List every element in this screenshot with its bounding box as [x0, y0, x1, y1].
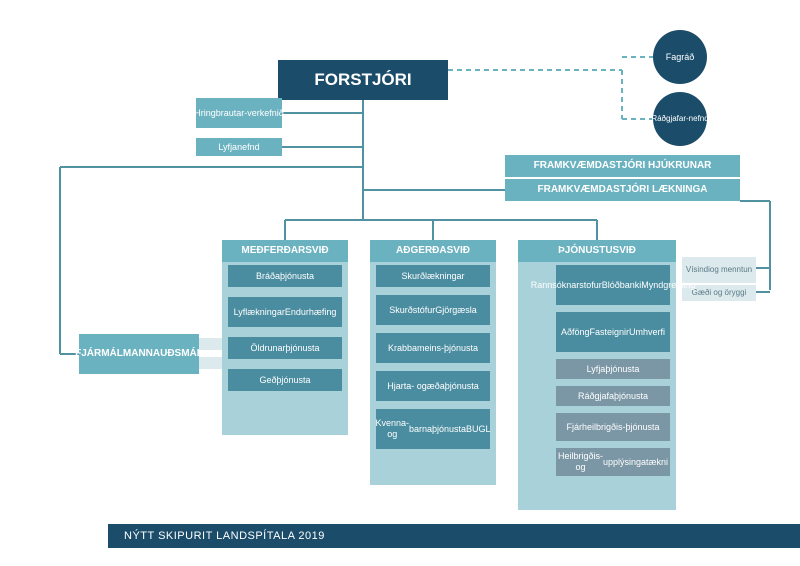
- circle-0: Fagráð: [653, 30, 707, 84]
- column-header-2: ÞJÓNUSTUSVIÐ: [518, 240, 676, 262]
- col1-item-4: Kvenna- ogbarnaþjónustaBUGL: [376, 409, 490, 449]
- column-header-1: AÐGERÐASVIÐ: [370, 240, 496, 262]
- col2-item-3: Ráðgjafaþjónusta: [556, 386, 670, 406]
- framk-1: FRAMKVÆMDASTJÓRI LÆKNINGA: [505, 179, 740, 201]
- col2-item-0: RannsóknarstofurBlóðbankiMyndgreining: [556, 265, 670, 305]
- footer-label: NÝTT SKIPURIT LANDSPÍTALA 2019: [124, 530, 325, 542]
- col2-item-1: AðföngFasteignirUmhverfi: [556, 312, 670, 352]
- col2-item-2: Lyfjaþjónusta: [556, 359, 670, 379]
- col0-item-1: LyflækningarEndurhæfing: [228, 297, 342, 327]
- col1-item-1: SkurðstófurGjörgæsla: [376, 295, 490, 325]
- col0-item-2: Öldrunarþjónusta: [228, 337, 342, 359]
- footer-bar: NÝTT SKIPURIT LANDSPÍTALA 2019: [108, 524, 800, 548]
- fjarmal-box: FJÁRMÁLMANNAUÐSMÁL: [79, 334, 199, 374]
- col2-item-4: Fjárheilbrigðis-þjónusta: [556, 413, 670, 441]
- forstjori-box: FORSTJÓRI: [278, 60, 448, 100]
- circle-1: Ráðgjafar-nefnd: [653, 92, 707, 146]
- light-band-1: [199, 357, 222, 369]
- light-band-0: [199, 338, 222, 350]
- col2-item-5: Heilbrigðis- ogupplýsingatækni: [556, 448, 670, 476]
- col0-item-0: Bráðaþjónusta: [228, 265, 342, 287]
- col1-item-0: Skurðlækningar: [376, 265, 490, 287]
- left-small-1: Lyfjanefnd: [196, 138, 282, 156]
- left-small-0: Hringbrautar-verkefnið: [196, 98, 282, 128]
- col0-item-3: Geðþjónusta: [228, 369, 342, 391]
- col1-item-3: Hjarta- ogæðaþjónusta: [376, 371, 490, 401]
- column-header-0: MEÐFERÐARSVIÐ: [222, 240, 348, 262]
- col1-item-2: Krabbameins-þjónusta: [376, 333, 490, 363]
- framk-0: FRAMKVÆMDASTJÓRI HJÚKRUNAR: [505, 155, 740, 177]
- org-chart: FORSTJÓRI Fagráð Ráðgjafar-nefnd Hringbraut…: [0, 0, 800, 566]
